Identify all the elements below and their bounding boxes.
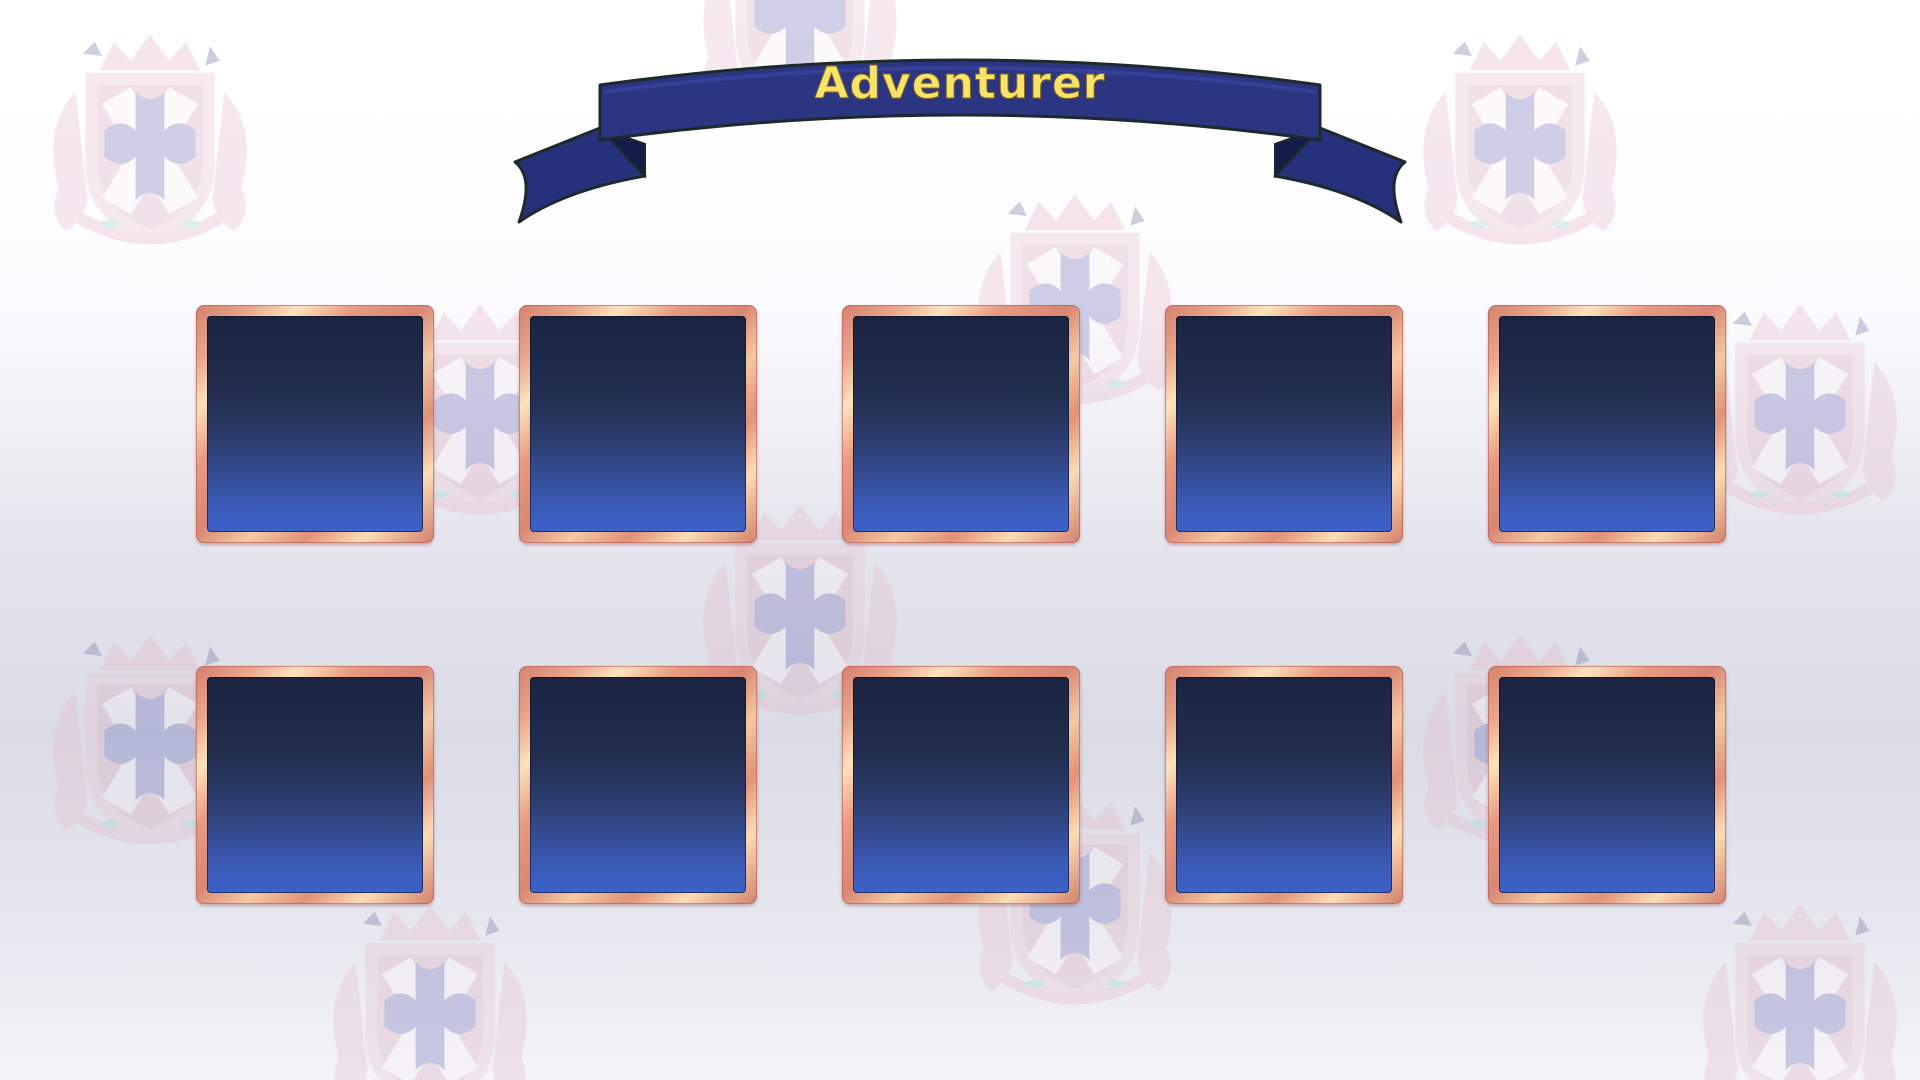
heraldic-crest-icon — [30, 20, 270, 260]
title-banner: Adventurer — [505, 40, 1415, 240]
empty-slot-portrait — [1176, 677, 1392, 893]
heraldic-crest-icon — [310, 890, 550, 1080]
empty-slot-portrait — [853, 677, 1069, 893]
heraldic-crest-icon — [1680, 890, 1920, 1080]
empty-slot-portrait — [207, 316, 423, 532]
ribbon-banner-icon — [513, 58, 1407, 224]
adventurer-slot[interactable] — [842, 666, 1080, 904]
adventurer-slot[interactable] — [1165, 666, 1403, 904]
adventurer-slot[interactable] — [1165, 305, 1403, 543]
empty-slot-portrait — [530, 677, 746, 893]
empty-slot-portrait — [1499, 316, 1715, 532]
adventurer-slot[interactable] — [519, 305, 757, 543]
empty-slot-portrait — [1176, 316, 1392, 532]
adventurer-slot[interactable] — [196, 666, 434, 904]
heraldic-crest-icon — [1400, 20, 1640, 260]
empty-slot-portrait — [207, 677, 423, 893]
empty-slot-portrait — [1499, 677, 1715, 893]
adventurer-slot[interactable] — [1488, 305, 1726, 543]
empty-slot-portrait — [530, 316, 746, 532]
adventurer-slot[interactable] — [519, 666, 757, 904]
adventurer-slot[interactable] — [1488, 666, 1726, 904]
empty-slot-portrait — [853, 316, 1069, 532]
adventurer-slot[interactable] — [196, 305, 434, 543]
adventurer-slot[interactable] — [842, 305, 1080, 543]
